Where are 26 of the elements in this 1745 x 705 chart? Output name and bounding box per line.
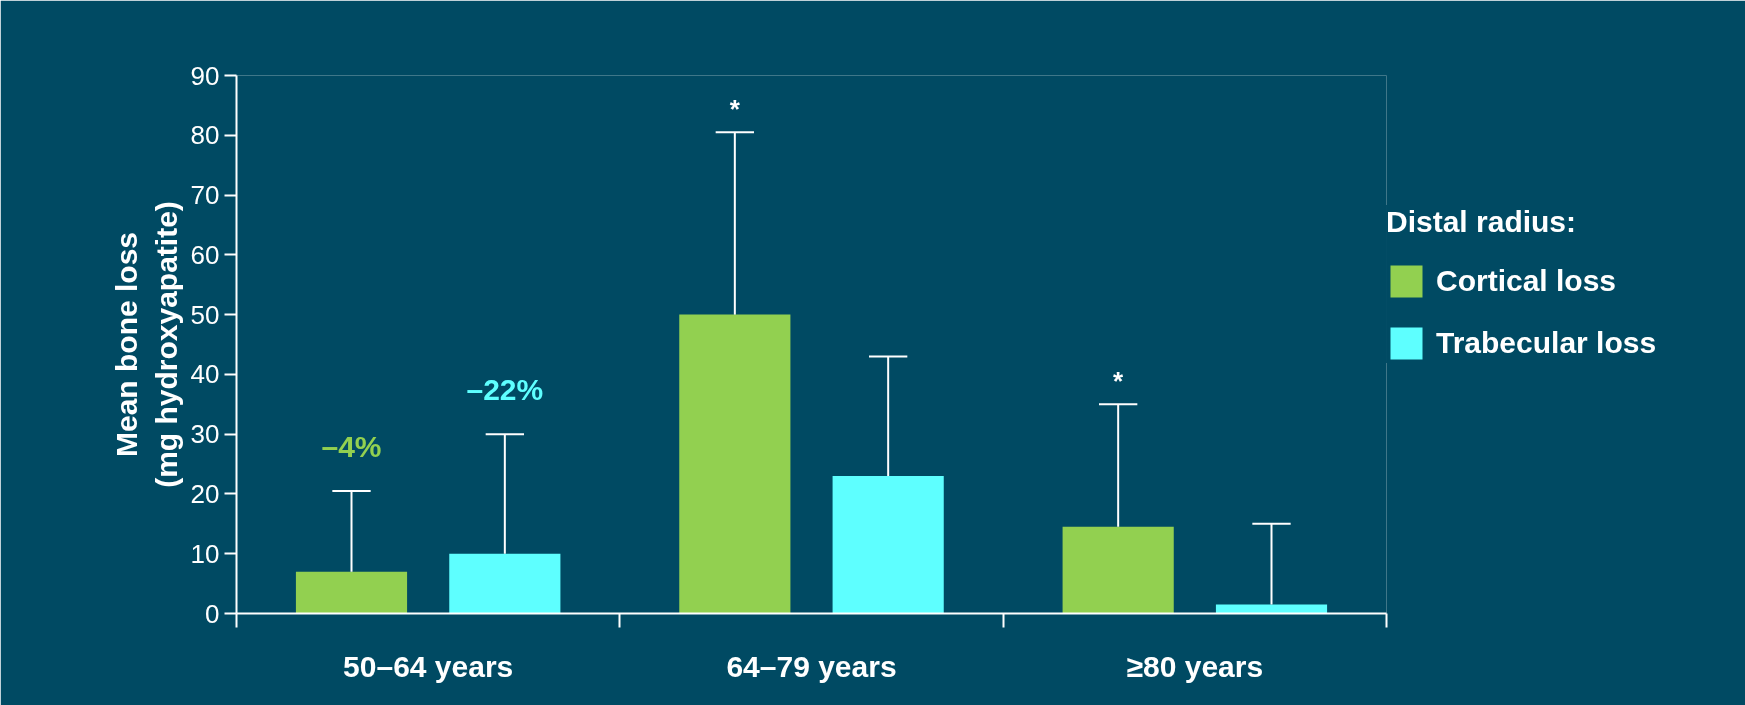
y-tick-label: 50 — [190, 299, 220, 330]
bar — [1062, 526, 1174, 614]
annotation: * — [1113, 366, 1125, 397]
annotation: –4% — [321, 429, 382, 463]
x-tick-label: 64–79 years — [726, 649, 897, 683]
y-tick-label: 0 — [205, 598, 220, 629]
bar — [679, 314, 791, 614]
x-tick-label: ≥80 years — [1126, 649, 1264, 683]
annotation: * — [729, 94, 741, 125]
x-tick-label: 50–64 years — [343, 649, 514, 683]
legend-title: Distal radius: — [1386, 205, 1578, 239]
bar — [449, 553, 561, 614]
y-tick-label: 90 — [190, 60, 220, 91]
y-axis-title: Mean bone loss (mg hydroxyapatite) — [109, 201, 183, 488]
y-tick-label: 40 — [190, 359, 220, 390]
annotation: –22% — [466, 373, 544, 407]
y-tick-label: 30 — [190, 419, 220, 450]
y-tick-label: 20 — [190, 478, 220, 509]
legend-label: Cortical loss — [1436, 264, 1617, 298]
y-tick-label: 80 — [190, 120, 220, 151]
y-tick-label: 60 — [190, 239, 220, 270]
legend-label: Trabecular loss — [1436, 326, 1657, 360]
y-tick-label: 70 — [190, 180, 220, 211]
y-tick-label: 10 — [190, 538, 220, 569]
bar — [295, 571, 408, 614]
bar — [832, 476, 944, 614]
